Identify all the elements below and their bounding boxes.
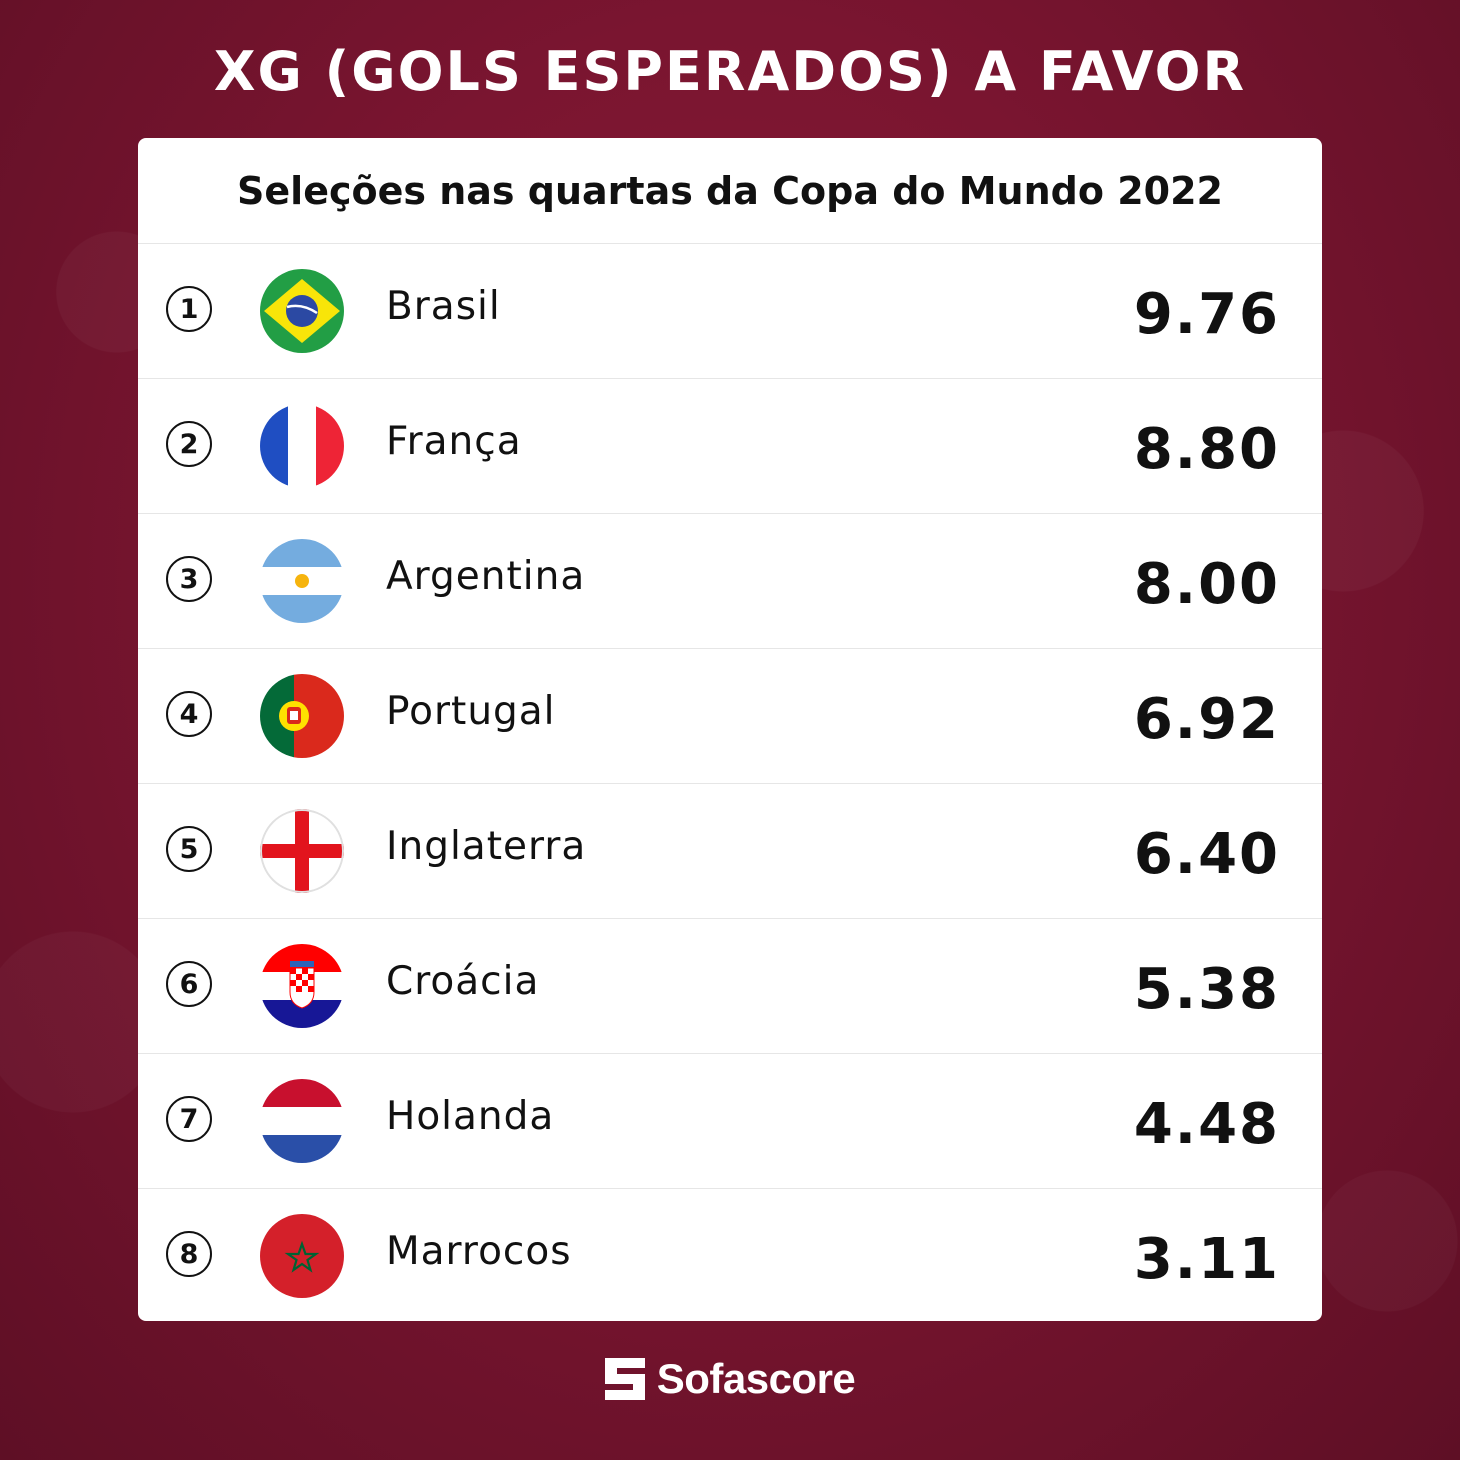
table-row: 6 Croácia 5.38 [138, 919, 1322, 1054]
main-title: XG (GOLS ESPERADOS) A FAVOR [213, 40, 1247, 103]
xg-value: 8.80 [1133, 417, 1280, 482]
xg-value: 6.40 [1133, 822, 1280, 887]
france-flag-icon [260, 404, 344, 488]
rank-badge: 3 [166, 556, 212, 602]
team-name: Brasil [386, 284, 501, 329]
table-row: 2 França 8.80 [138, 379, 1322, 514]
xg-value: 5.38 [1133, 957, 1280, 1022]
team-name: Croácia [386, 959, 540, 1004]
england-flag-icon [260, 809, 344, 893]
rank-badge: 5 [166, 826, 212, 872]
table-row: 8 Marrocos 3.11 [138, 1189, 1322, 1321]
netherlands-flag-icon [260, 1079, 344, 1163]
croatia-flag-icon [260, 944, 344, 1028]
team-name: Portugal [386, 689, 556, 734]
table-subtitle: Seleções nas quartas da Copa do Mundo 20… [138, 138, 1322, 244]
portugal-flag-icon [260, 674, 344, 758]
xg-value: 4.48 [1133, 1092, 1280, 1157]
xg-value: 9.76 [1133, 282, 1280, 347]
morocco-flag-icon [260, 1214, 344, 1298]
rank-badge: 2 [166, 421, 212, 467]
team-name: Marrocos [386, 1229, 572, 1274]
xg-value: 8.00 [1133, 552, 1280, 617]
table-row: 4 Portugal 6.92 [138, 649, 1322, 784]
brand-footer: Sofascore [0, 1355, 1460, 1403]
brand-name: Sofascore [656, 1355, 856, 1402]
rank-badge: 6 [166, 961, 212, 1007]
rank-badge: 4 [166, 691, 212, 737]
argentina-flag-icon [260, 539, 344, 623]
table-row: 5 Inglaterra 6.40 [138, 784, 1322, 919]
table-row: 3 Argentina 8.00 [138, 514, 1322, 649]
rank-badge: 1 [166, 286, 212, 332]
sofascore-logo-icon [604, 1358, 645, 1400]
team-name: Inglaterra [386, 824, 587, 869]
xg-value: 6.92 [1133, 687, 1280, 752]
table-row: 1 Brasil 9.76 [138, 244, 1322, 379]
brazil-flag-icon [260, 269, 344, 353]
table-row: 7 Holanda 4.48 [138, 1054, 1322, 1189]
rank-badge: 7 [166, 1096, 212, 1142]
xg-value: 3.11 [1133, 1227, 1280, 1292]
rank-badge: 8 [166, 1231, 212, 1277]
team-name: Holanda [386, 1094, 555, 1139]
team-name: Argentina [386, 554, 586, 599]
ranking-table: Seleções nas quartas da Copa do Mundo 20… [138, 138, 1322, 1321]
team-name: França [386, 419, 522, 464]
